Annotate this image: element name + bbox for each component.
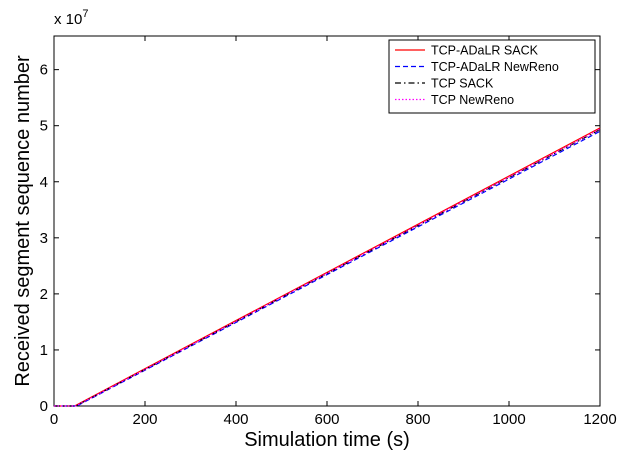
x-tick-label: 400 xyxy=(223,411,248,428)
y-tick-label: 4 xyxy=(40,174,48,191)
x-axis-label: Simulation time (s) xyxy=(244,429,410,451)
y-multiplier-exponent: 7 xyxy=(82,8,88,20)
x-tick-label: 1200 xyxy=(583,411,616,428)
y-tick-label: 5 xyxy=(40,118,48,135)
legend-label: TCP SACK xyxy=(431,77,494,91)
x-tick-label: 600 xyxy=(314,411,339,428)
legend-label: TCP-ADaLR SACK xyxy=(431,44,539,58)
series-line xyxy=(54,130,601,407)
y-tick-label: 6 xyxy=(40,62,48,79)
legend: TCP-ADaLR SACK TCP-ADaLR NewReno TCP SACK T… xyxy=(388,39,596,114)
y-tick-label: 1 xyxy=(40,342,48,359)
y-multiplier: x 107 xyxy=(54,8,88,28)
legend-box xyxy=(388,39,596,114)
y-axis-label: Received segment sequence number xyxy=(12,55,34,387)
legend-label: TCP-ADaLR NewReno xyxy=(431,60,559,74)
ticks-group: 0 200 400 600 800 1000 1200 0 1 2 3 4 5 6 xyxy=(40,36,617,428)
x-tick-label: 800 xyxy=(405,411,430,428)
legend-label: TCP NewReno xyxy=(431,93,514,107)
x-tick-label: 1000 xyxy=(492,411,525,428)
series-line xyxy=(54,128,601,407)
series-group xyxy=(54,127,601,407)
y-tick-label: 0 xyxy=(40,398,48,415)
y-tick-label: 3 xyxy=(40,230,48,247)
y-tick-label: 2 xyxy=(40,286,48,303)
x-tick-label: 200 xyxy=(132,411,157,428)
x-tick-label: 0 xyxy=(50,411,58,428)
